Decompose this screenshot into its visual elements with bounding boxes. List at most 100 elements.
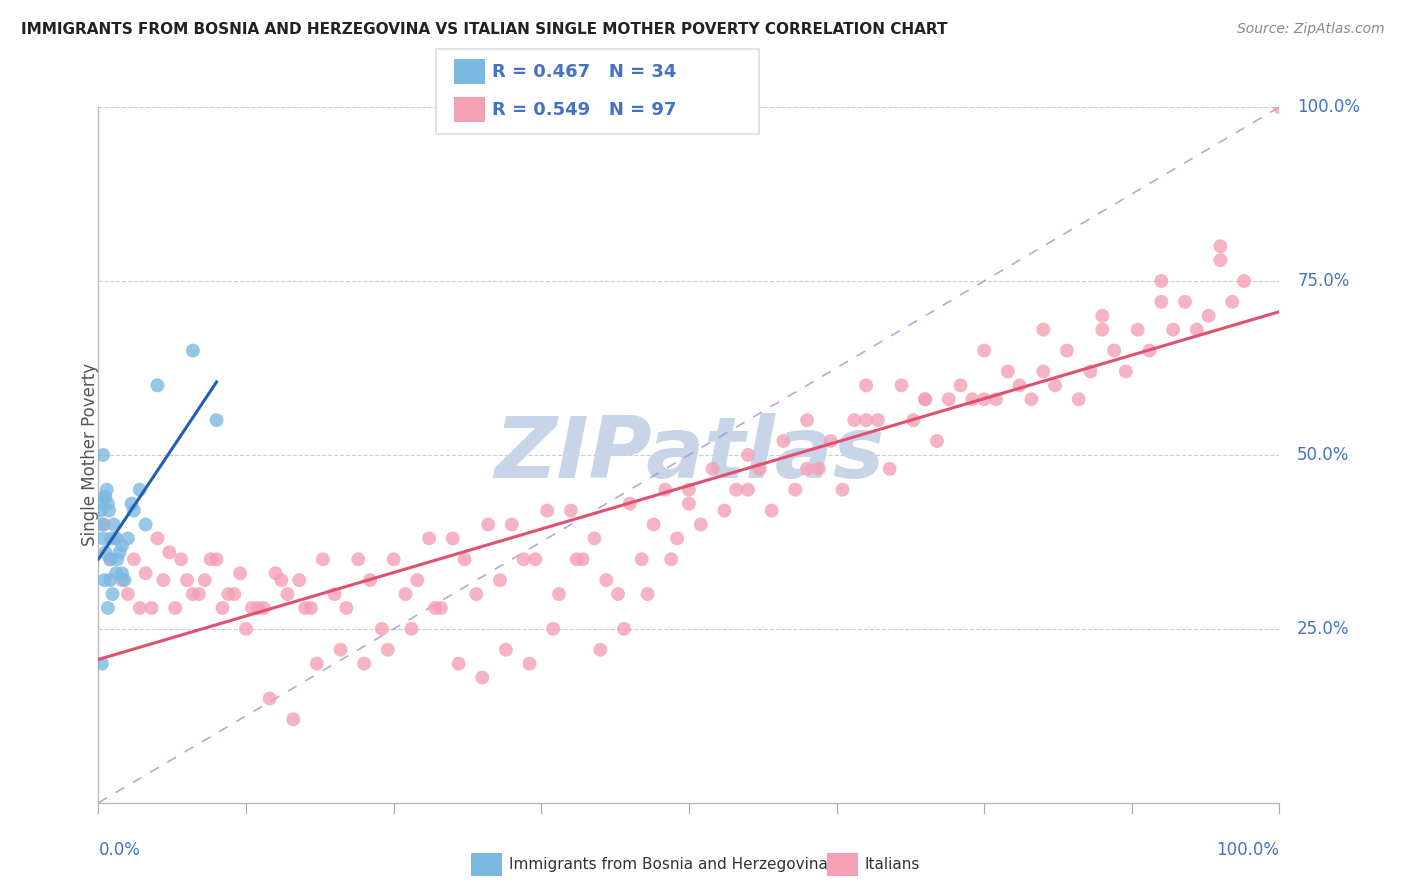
Point — [761, 503, 783, 517]
Point — [465, 587, 488, 601]
Point — [90, 497, 112, 511]
Point — [371, 622, 394, 636]
Point — [689, 517, 711, 532]
Point — [100, 532, 122, 546]
Point — [259, 691, 281, 706]
Point — [103, 517, 125, 532]
Point — [1032, 364, 1054, 378]
Point — [796, 462, 818, 476]
Point — [1209, 253, 1232, 268]
Point — [725, 483, 748, 497]
Point — [211, 601, 233, 615]
Point — [866, 413, 889, 427]
Point — [1067, 392, 1090, 407]
Point — [105, 532, 128, 546]
Point — [1080, 364, 1102, 378]
Point — [347, 552, 370, 566]
Point — [105, 566, 128, 581]
Point — [93, 490, 115, 504]
Point — [512, 552, 534, 566]
Point — [447, 657, 470, 671]
Point — [146, 378, 169, 392]
Point — [595, 573, 617, 587]
Point — [737, 483, 759, 497]
Point — [962, 392, 984, 407]
Point — [1174, 294, 1197, 309]
Point — [423, 601, 446, 615]
Point — [97, 601, 120, 615]
Point — [401, 622, 423, 636]
Y-axis label: Single Mother Poverty: Single Mother Poverty — [82, 363, 98, 547]
Point — [335, 601, 357, 615]
Point — [1198, 309, 1220, 323]
Point — [1185, 323, 1208, 337]
Point — [984, 392, 1007, 407]
Point — [91, 517, 114, 532]
Text: R = 0.467   N = 34: R = 0.467 N = 34 — [492, 62, 676, 81]
Point — [637, 587, 659, 601]
Point — [157, 545, 180, 559]
Point — [90, 503, 112, 517]
Text: 25.0%: 25.0% — [1298, 620, 1350, 638]
Point — [997, 364, 1019, 378]
Point — [949, 378, 972, 392]
Point — [128, 601, 150, 615]
Point — [128, 483, 150, 497]
Point — [205, 413, 228, 427]
Point — [713, 503, 735, 517]
Point — [170, 552, 193, 566]
Point — [111, 573, 134, 587]
Point — [91, 532, 114, 546]
Point — [117, 532, 139, 546]
Point — [299, 601, 322, 615]
Point — [643, 517, 665, 532]
Point — [560, 503, 582, 517]
Point — [938, 392, 960, 407]
Point — [619, 497, 641, 511]
Point — [702, 462, 724, 476]
Point — [973, 392, 995, 407]
Point — [111, 566, 134, 581]
Point — [98, 573, 121, 587]
Point — [1150, 294, 1173, 309]
Point — [377, 642, 399, 657]
Point — [903, 413, 925, 427]
Point — [495, 642, 517, 657]
Point — [796, 413, 818, 427]
Point — [93, 573, 115, 587]
Point — [382, 552, 405, 566]
Point — [477, 517, 499, 532]
Point — [630, 552, 652, 566]
Point — [276, 587, 298, 601]
Text: Italians: Italians — [865, 857, 920, 871]
Point — [1209, 239, 1232, 253]
Point — [135, 517, 157, 532]
Point — [1150, 274, 1173, 288]
Point — [240, 601, 263, 615]
Point — [235, 622, 257, 636]
Point — [1233, 274, 1256, 288]
Point — [253, 601, 276, 615]
Point — [91, 448, 114, 462]
Point — [453, 552, 475, 566]
Point — [678, 483, 700, 497]
Point — [105, 552, 128, 566]
Point — [176, 573, 198, 587]
Point — [1043, 378, 1066, 392]
Point — [121, 497, 143, 511]
Point — [583, 532, 606, 546]
Point — [589, 642, 612, 657]
Point — [844, 413, 866, 427]
Point — [914, 392, 936, 407]
Point — [93, 517, 115, 532]
Point — [925, 434, 948, 448]
Point — [571, 552, 593, 566]
Point — [973, 343, 995, 358]
Point — [97, 497, 120, 511]
Point — [194, 573, 217, 587]
Point — [1008, 378, 1031, 392]
Point — [1115, 364, 1137, 378]
Point — [217, 587, 239, 601]
Text: 50.0%: 50.0% — [1298, 446, 1350, 464]
Point — [98, 503, 121, 517]
